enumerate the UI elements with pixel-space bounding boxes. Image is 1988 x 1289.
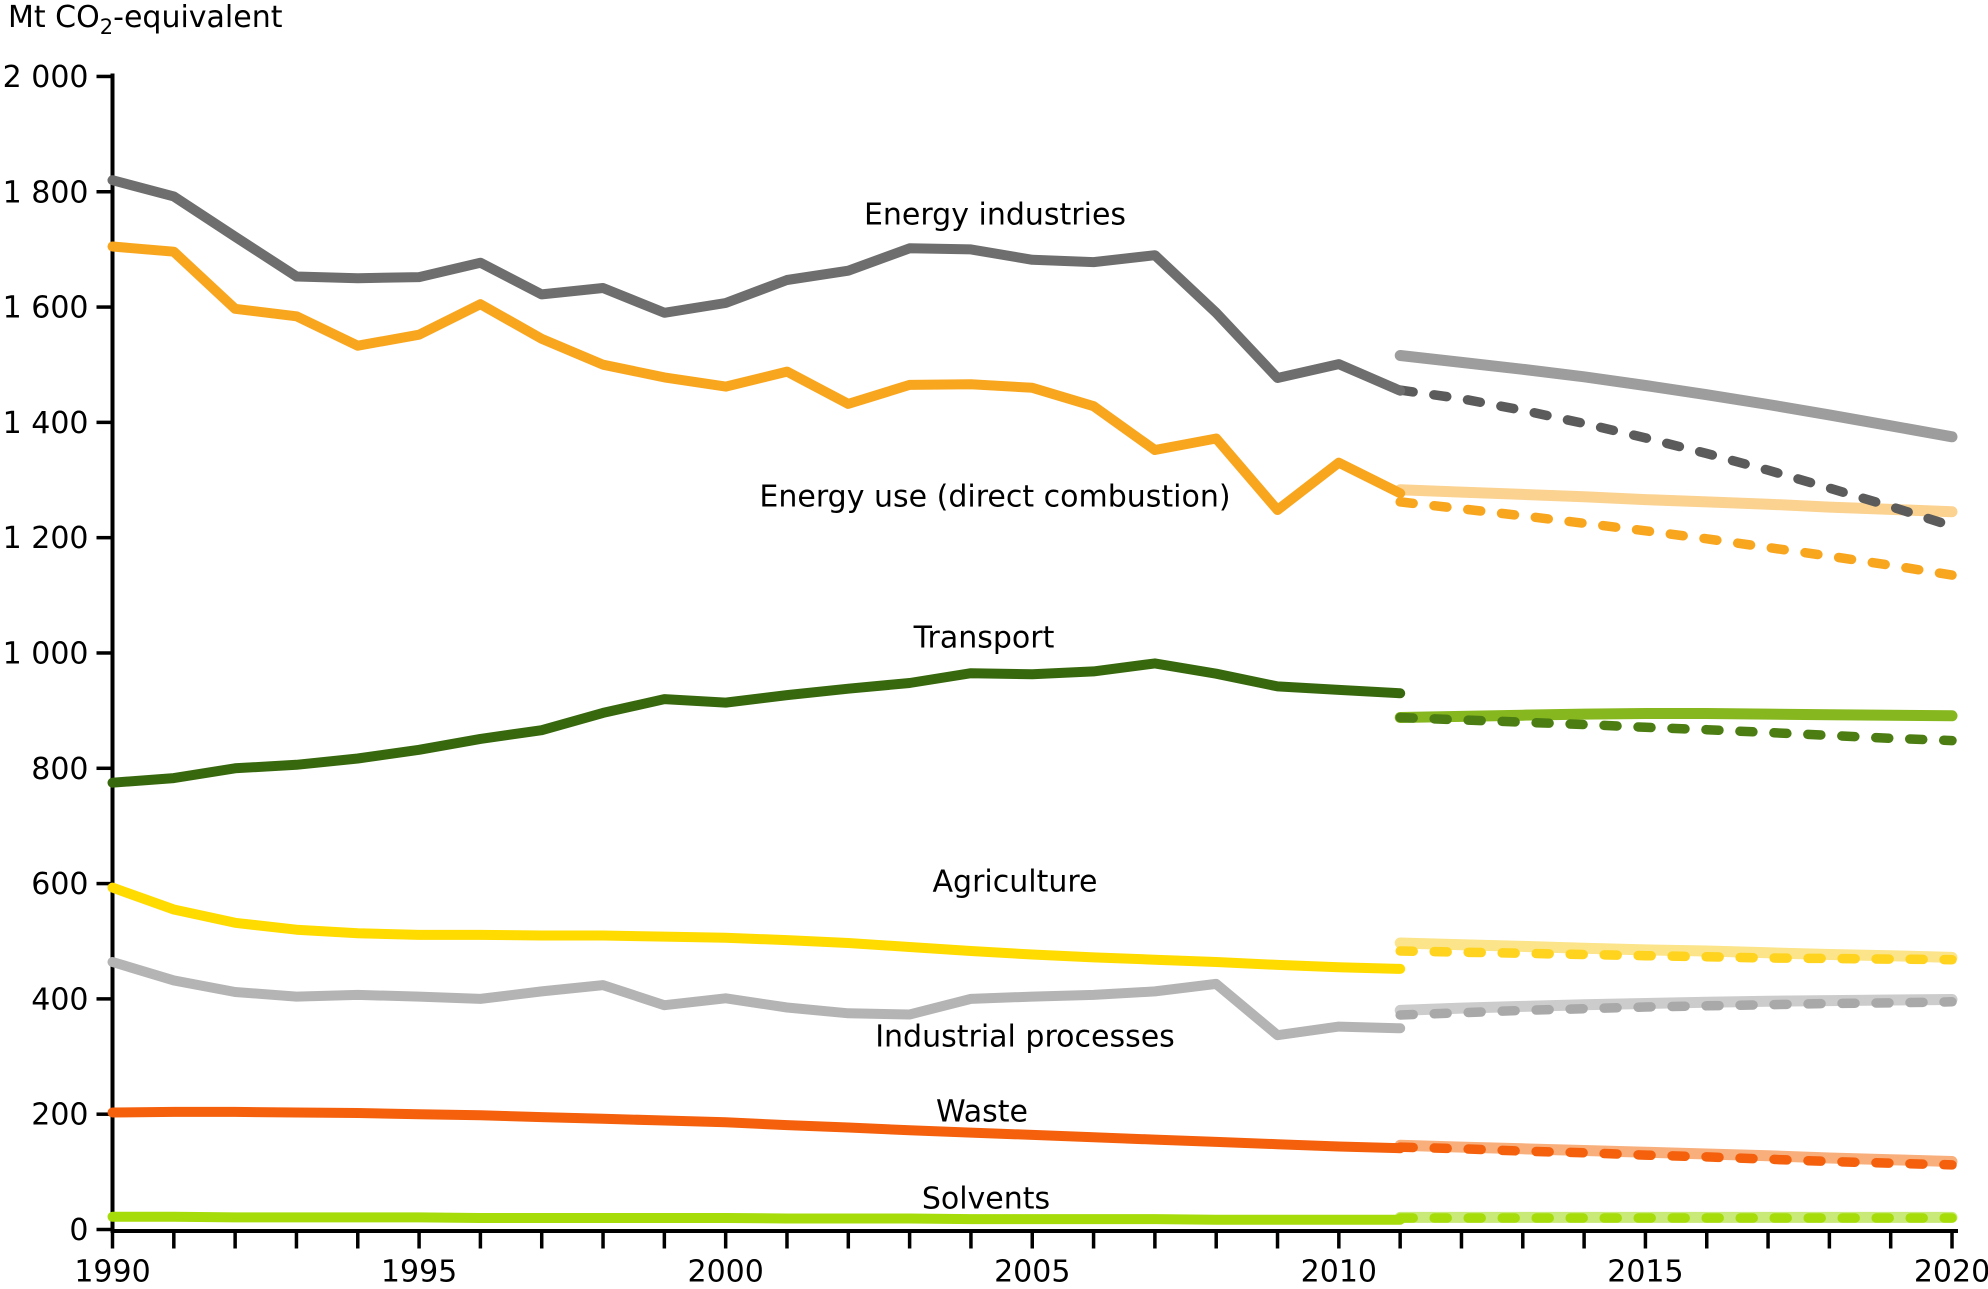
series-label-transport: Transport — [913, 621, 1055, 656]
series-industrial-processes-projection-dashed-line — [1395, 997, 1957, 1020]
y-tick-label: 1 800 — [3, 175, 89, 210]
series-transport — [107, 658, 1958, 788]
series-waste — [107, 1106, 1958, 1170]
y-axis-title-text: Mt CO — [8, 0, 100, 35]
series-energy-use-projection-dashed-line — [1395, 497, 1957, 580]
x-tick-label: 2015 — [1607, 1255, 1683, 1289]
series-transport-projection-solid-line — [1394, 708, 1958, 723]
series-label-energy-industries: Energy industries — [864, 198, 1126, 233]
series-energy-industries-projection-solid-line — [1394, 350, 1958, 443]
x-tick-label: 1995 — [381, 1255, 457, 1289]
y-tick-label: 400 — [31, 982, 88, 1017]
y-tick-label: 1 000 — [3, 636, 89, 671]
x-tick-label: 2005 — [994, 1255, 1070, 1289]
series-agriculture — [107, 882, 1958, 974]
series-label-solvents: Solvents — [922, 1182, 1050, 1217]
series-industrial-processes — [107, 957, 1958, 1041]
series-waste-projection-dashed-line — [1395, 1142, 1957, 1170]
series-energy-industries — [107, 175, 1958, 531]
series-solvents-historic-line — [107, 1211, 1406, 1225]
series-agriculture-projection-dashed-line — [1395, 946, 1957, 965]
series-waste-historic-line — [107, 1106, 1406, 1154]
series-energy-use — [107, 241, 1958, 580]
y-tick-label: 800 — [31, 752, 88, 787]
series-label-industrial-processes: Industrial processes — [875, 1020, 1175, 1055]
y-axis-tick-labels: 0 200 400 600 800 1 000 1 200 1 400 1 600 1 800 2 … — [3, 60, 89, 1248]
x-tick-label: 1990 — [74, 1255, 150, 1289]
y-tick-label: 1 200 — [3, 521, 89, 556]
y-tick-label: 2 000 — [3, 60, 89, 95]
y-tick-label: 1 600 — [3, 291, 89, 326]
series-agriculture-projection-solid-line — [1394, 937, 1958, 963]
series-solvents — [107, 1211, 1958, 1225]
x-tick-label: 2020 — [1914, 1255, 1988, 1289]
series-label-energy-use: Energy use (direct combustion) — [759, 480, 1230, 515]
y-tick-label: 600 — [31, 867, 88, 902]
series-energy-industries-historic-line — [107, 175, 1406, 396]
x-axis-tick-labels: 1990 1995 2000 2005 2010 2015 2020 — [74, 1255, 1988, 1289]
series-energy-industries-projection-dashed-line — [1395, 385, 1957, 531]
series-label-waste: Waste — [936, 1095, 1028, 1130]
series-energy-use-projection-solid-line — [1394, 484, 1958, 518]
series-energy-use-historic-line — [107, 241, 1406, 515]
y-tick-label: 200 — [31, 1098, 88, 1133]
series-transport-projection-dashed-line — [1395, 712, 1957, 746]
y-tick-label: 1 400 — [3, 406, 89, 441]
y-axis-title-suffix: -equivalent — [113, 0, 283, 35]
series-label-agriculture: Agriculture — [933, 865, 1098, 900]
y-axis-title-subscript: 2 — [99, 15, 114, 39]
series-transport-historic-line — [107, 658, 1406, 788]
series-agriculture-historic-line — [107, 882, 1406, 974]
y-tick-label: 0 — [69, 1213, 88, 1248]
x-tick-label: 2000 — [687, 1255, 763, 1289]
series-industrial-processes-historic-line — [107, 957, 1406, 1041]
x-axis-ticks — [110, 1233, 1954, 1249]
series-labels: Energy use (direct combustion) Energy ind… — [759, 198, 1230, 1217]
y-axis-title: Mt CO2-equivalent — [8, 0, 283, 38]
x-tick-label: 2010 — [1301, 1255, 1377, 1289]
